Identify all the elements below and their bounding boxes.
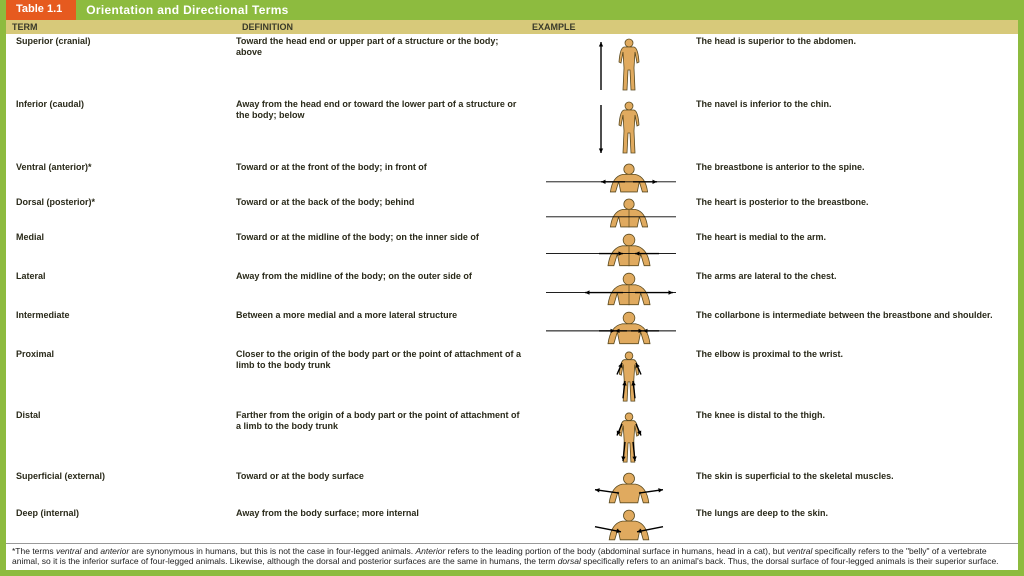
example-cell: The head is superior to the abdomen. [696,36,1018,47]
definition-cell: Away from the body surface; more interna… [236,508,526,519]
table-row: Superior (cranial) Toward the head end o… [6,34,1018,97]
figure-cell [526,508,696,542]
definition-cell: Toward or at the body surface [236,471,526,482]
term-cell: Dorsal (posterior)* [6,197,236,207]
table-row: Deep (internal) Away from the body surfa… [6,506,1018,543]
table-header-row: TERM DEFINITION EXAMPLE [6,20,1018,34]
figure-cell [526,162,696,194]
example-cell: The arms are lateral to the chest. [696,271,1018,282]
table-row: Intermediate Between a more medial and a… [6,308,1018,347]
term-cell: Inferior (caudal) [6,99,236,109]
term-cell: Proximal [6,349,236,359]
header-example: EXAMPLE [526,20,696,34]
figure-cell [526,232,696,268]
term-cell: Ventral (anterior)* [6,162,236,172]
figure-cell [526,410,696,468]
table-title: Orientation and Directional Terms [76,0,298,20]
table-row: Distal Farther from the origin of a body… [6,408,1018,469]
definition-cell: Farther from the origin of a body part o… [236,410,526,431]
term-cell: Intermediate [6,310,236,320]
header-term: TERM [6,20,236,34]
header-example-text [696,20,1018,34]
example-cell: The knee is distal to the thigh. [696,410,1018,421]
example-cell: The breastbone is anterior to the spine. [696,162,1018,173]
table-body: Superior (cranial) Toward the head end o… [6,34,1018,543]
example-cell: The lungs are deep to the skin. [696,508,1018,519]
definition-cell: Toward or at the midline of the body; on… [236,232,526,243]
term-cell: Superior (cranial) [6,36,236,46]
table-row: Superficial (external) Toward or at the … [6,469,1018,506]
table-row: Lateral Away from the midline of the bod… [6,269,1018,308]
header-definition: DEFINITION [236,20,526,34]
table-row: Medial Toward or at the midline of the b… [6,230,1018,269]
definition-cell: Closer to the origin of the body part or… [236,349,526,370]
table-row: Inferior (caudal) Away from the head end… [6,97,1018,160]
term-cell: Distal [6,410,236,420]
term-cell: Deep (internal) [6,508,236,518]
table-row: Dorsal (posterior)* Toward or at the bac… [6,195,1018,230]
table-titlebar: Table 1.1 Orientation and Directional Te… [6,0,1018,20]
figure-cell [526,271,696,307]
table-row: Ventral (anterior)* Toward or at the fro… [6,160,1018,195]
figure-cell [526,471,696,505]
definition-cell: Away from the midline of the body; on th… [236,271,526,282]
definition-cell: Away from the head end or toward the low… [236,99,526,120]
figure-cell [526,36,696,96]
table-row: Proximal Closer to the origin of the bod… [6,347,1018,408]
definition-cell: Toward or at the front of the body; in f… [236,162,526,173]
term-cell: Lateral [6,271,236,281]
example-cell: The collarbone is intermediate between t… [696,310,1018,321]
term-cell: Superficial (external) [6,471,236,481]
figure-cell [526,349,696,407]
definition-cell: Toward or at the back of the body; behin… [236,197,526,208]
example-cell: The navel is inferior to the chin. [696,99,1018,110]
example-cell: The heart is posterior to the breastbone… [696,197,1018,208]
term-cell: Medial [6,232,236,242]
figure-cell [526,310,696,346]
definition-cell: Toward the head end or upper part of a s… [236,36,526,57]
example-cell: The heart is medial to the arm. [696,232,1018,243]
table-number-tab: Table 1.1 [6,0,76,20]
table-frame: Table 1.1 Orientation and Directional Te… [0,0,1024,576]
table-footnote: *The terms ventral and anterior are syno… [6,543,1018,569]
figure-cell [526,197,696,229]
example-cell: The elbow is proximal to the wrist. [696,349,1018,360]
definition-cell: Between a more medial and a more lateral… [236,310,526,321]
example-cell: The skin is superficial to the skeletal … [696,471,1018,482]
figure-cell [526,99,696,159]
